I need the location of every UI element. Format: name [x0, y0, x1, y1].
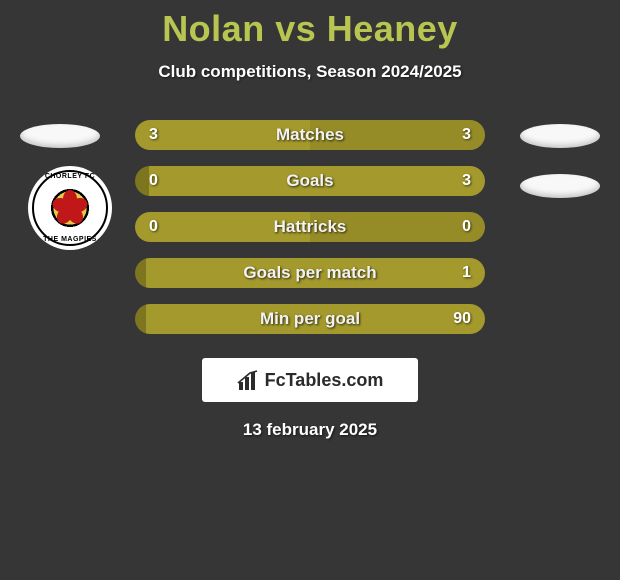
comparison-rows: 33Matches03Goals00Hattricks1Goals per ma…: [0, 120, 620, 350]
page-title: Nolan vs Heaney: [0, 0, 620, 50]
stat-value-right: 0: [448, 212, 485, 242]
stat-value-left: 3: [135, 120, 172, 150]
subtitle: Club competitions, Season 2024/2025: [0, 62, 620, 82]
comparison-row: 90Min per goal: [0, 304, 620, 350]
comparison-area: CHORLEY FC THE MAGPIES 33Matches03Goals0…: [0, 120, 620, 350]
stat-value-right: 3: [448, 120, 485, 150]
stat-bar: 00: [135, 212, 485, 242]
brand-name: FcTables.com: [265, 370, 384, 391]
comparison-row: 1Goals per match: [0, 258, 620, 304]
stat-bar: 90: [135, 304, 485, 334]
stat-value-left: 0: [135, 212, 172, 242]
stat-value-left: 0: [135, 166, 172, 196]
stat-value-left: [135, 304, 163, 334]
bar-chart-icon: [237, 370, 261, 390]
stat-bar: 03: [135, 166, 485, 196]
stat-value-right: 1: [448, 258, 485, 288]
stat-bar-right: [149, 166, 485, 196]
stat-bar-right: [146, 258, 486, 288]
stat-value-right: 3: [448, 166, 485, 196]
stat-bar: 33: [135, 120, 485, 150]
stat-value-left: [135, 258, 163, 288]
brand-badge[interactable]: FcTables.com: [202, 358, 418, 402]
comparison-row: 00Hattricks: [0, 212, 620, 258]
comparison-row: 33Matches: [0, 120, 620, 166]
stat-value-right: 90: [439, 304, 485, 334]
comparison-row: 03Goals: [0, 166, 620, 212]
stat-bar: 1: [135, 258, 485, 288]
stat-bar-right: [146, 304, 486, 334]
date-label: 13 february 2025: [0, 420, 620, 440]
